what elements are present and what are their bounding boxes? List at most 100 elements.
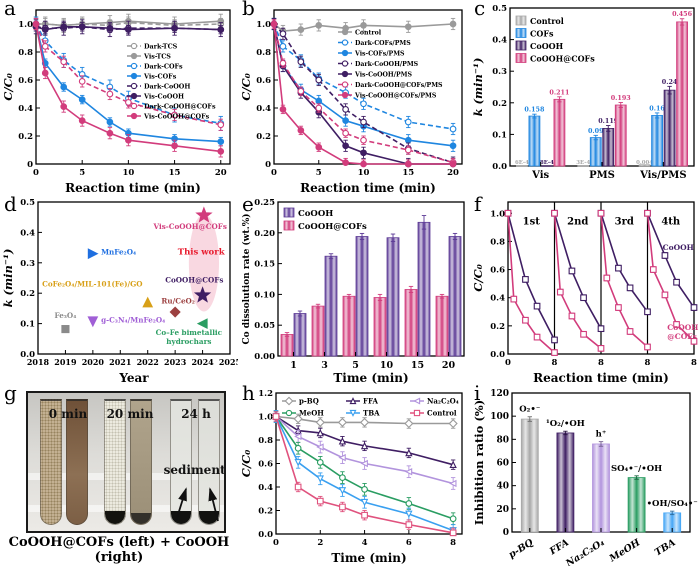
svg-text:p-BQ: p-BQ <box>299 397 319 406</box>
svg-text:C/C₀: C/C₀ <box>239 450 253 478</box>
svg-text:Co dissolution rate (wt.%): Co dissolution rate (wt.%) <box>241 213 252 344</box>
svg-text:CoOOH: CoOOH <box>663 243 694 252</box>
svg-text:10: 10 <box>122 168 134 178</box>
svg-text:Vis-CoOOH/PMS: Vis-CoOOH/PMS <box>354 72 413 79</box>
svg-text:0: 0 <box>273 538 279 548</box>
svg-text:CoOOH: CoOOH <box>530 41 564 51</box>
svg-text:2025: 2025 <box>219 357 238 367</box>
svg-text:2018: 2018 <box>27 357 50 367</box>
svg-text:0: 0 <box>271 168 277 178</box>
svg-text:CoOOH@COFs: CoOOH@COFs <box>165 276 223 285</box>
rack-band <box>28 473 224 480</box>
svg-text:0.8: 0.8 <box>18 48 33 58</box>
svg-text:0.4: 0.4 <box>20 228 35 238</box>
svg-text:8E-4: 8E-4 <box>540 160 554 166</box>
svg-text:8: 8 <box>645 358 651 368</box>
panel-label-d: d <box>4 192 17 216</box>
svg-text:FFA: FFA <box>547 537 571 558</box>
svg-text:0.20: 0.20 <box>254 229 275 239</box>
svg-text:4th: 4th <box>661 217 681 228</box>
svg-text:Year: Year <box>118 371 149 385</box>
svg-text:CoOOH: CoOOH <box>298 209 333 219</box>
arrow-right <box>208 487 219 522</box>
svg-text:2020: 2020 <box>82 357 105 367</box>
time-label-24h: 24 h <box>181 407 211 421</box>
svg-text:0.2: 0.2 <box>258 507 273 517</box>
svg-text:8: 8 <box>691 358 697 368</box>
svg-text:Dark-COFs/PMS: Dark-COFs/PMS <box>355 40 411 47</box>
svg-text:0.4: 0.4 <box>18 104 33 114</box>
svg-text:Dark-CoOOH: Dark-CoOOH <box>144 83 190 91</box>
svg-text:•OH/SO₄•⁻: •OH/SO₄•⁻ <box>647 499 698 509</box>
panel-label-a: a <box>4 0 16 20</box>
panel-label-e: e <box>242 192 254 216</box>
svg-text:0.3: 0.3 <box>492 67 507 77</box>
svg-text:Na₂C₂O₄: Na₂C₂O₄ <box>563 537 606 566</box>
svg-text:h⁺: h⁺ <box>596 430 607 440</box>
svg-text:CoOOH: CoOOH <box>667 323 698 332</box>
svg-text:Co–Fe bimetallic: Co–Fe bimetallic <box>156 328 223 337</box>
svg-text:0.09: 0.09 <box>588 127 604 135</box>
panel-c-chart: 0.0 0.1 0.2 0.3 0.4 0.5 6E-4 0.158 8E-4 0.211 Vis 3… <box>471 4 695 181</box>
panel-g: g 0 min 20 min 24 h sediments <box>0 381 238 566</box>
svg-text:COFs: COFs <box>530 29 554 39</box>
panel-c: c 0.0 0.1 0.2 0.3 0.4 0.5 6E-4 0.158 8E-4 0.211 Vi… <box>470 0 700 196</box>
svg-text:0.2: 0.2 <box>490 322 505 332</box>
svg-text:0.6: 0.6 <box>18 76 33 86</box>
svg-text:PMS: PMS <box>589 170 615 181</box>
svg-text:Vis-CoOOH@COFs/PMS: Vis-CoOOH@COFs/PMS <box>354 93 437 100</box>
svg-text:This work: This work <box>178 247 226 257</box>
panel-b: b 0 0.2 0.4 0.6 0.8 1.0 0 5 10 15 20 Reaction time … <box>238 0 470 196</box>
svg-text:1.0: 1.0 <box>258 413 273 423</box>
svg-text:CoFe₂O₄/MIL-101(Fe)/GO: CoFe₂O₄/MIL-101(Fe)/GO <box>42 280 142 289</box>
svg-text:0.158: 0.158 <box>524 106 545 114</box>
svg-text:Dark-CoOOH@COFs/PMS: Dark-CoOOH@COFs/PMS <box>355 82 443 89</box>
panel-label-h: h <box>242 381 255 405</box>
sediments-label: sediments <box>163 463 226 477</box>
svg-text:p-BQ: p-BQ <box>507 537 536 561</box>
svg-text:0.5: 0.5 <box>492 4 507 14</box>
svg-text:6: 6 <box>406 538 412 548</box>
svg-text:0.004: 0.004 <box>636 160 653 166</box>
svg-text:0.8: 0.8 <box>256 48 271 58</box>
svg-text:FFA: FFA <box>363 397 379 406</box>
svg-text:2: 2 <box>317 538 323 548</box>
svg-text:2024: 2024 <box>191 357 214 367</box>
panel-i-chart: 0 20 40 60 80 100 120 p-BQ O₂•⁻ FFA ¹O₂/•OH Na₂C₂O₄… <box>472 389 698 566</box>
panel-e-chart: 0.00 0.05 0.10 0.15 0.20 0.25 1 3 5 10 15 20 Time (m… <box>241 198 465 385</box>
panel-label-i: i <box>474 381 481 405</box>
svg-text:C/C₀: C/C₀ <box>471 264 485 292</box>
svg-text:0.0: 0.0 <box>490 350 505 360</box>
svg-text:0.4: 0.4 <box>256 104 271 114</box>
sediment <box>131 513 151 524</box>
svg-text:Vis: Vis <box>531 170 549 181</box>
svg-text:0: 0 <box>503 528 509 538</box>
svg-text:10: 10 <box>358 168 370 178</box>
svg-text:20: 20 <box>215 168 227 178</box>
vial-coooh-cofs-20min <box>104 399 126 525</box>
photo-caption: CoOOH@COFs (left) + CoOOH (right) <box>8 535 230 565</box>
svg-text:Control: Control <box>355 30 382 37</box>
svg-text:60: 60 <box>496 459 509 469</box>
svg-text:0.4: 0.4 <box>258 483 273 493</box>
svg-text:40: 40 <box>496 482 509 492</box>
svg-text:Time (min): Time (min) <box>333 371 408 385</box>
arrow-left <box>175 487 187 522</box>
svg-text:2022: 2022 <box>137 357 159 367</box>
svg-text:Dark-CoOOH@COFs: Dark-CoOOH@COFs <box>144 103 216 111</box>
svg-text:15: 15 <box>169 168 181 178</box>
svg-text:Dark-TCS: Dark-TCS <box>144 43 178 51</box>
svg-text:2019: 2019 <box>54 357 77 367</box>
svg-text:0.2: 0.2 <box>18 132 33 142</box>
svg-text:15: 15 <box>402 168 414 178</box>
panel-h-chart: 0.0 0.2 0.4 0.6 0.8 1.0 1.2 0 2 4 6 8 Time (min) C/C₀… <box>239 389 463 565</box>
time-label-20min: 20 min <box>106 407 154 421</box>
svg-text:0.456: 0.456 <box>672 10 693 18</box>
svg-text:2nd: 2nd <box>567 217 588 228</box>
svg-text:TBA: TBA <box>653 537 678 558</box>
svg-text:3rd: 3rd <box>615 217 634 228</box>
svg-text:Control: Control <box>427 409 457 418</box>
svg-text:5: 5 <box>352 360 359 371</box>
svg-text:Na₂C₂O₄: Na₂C₂O₄ <box>427 397 459 406</box>
